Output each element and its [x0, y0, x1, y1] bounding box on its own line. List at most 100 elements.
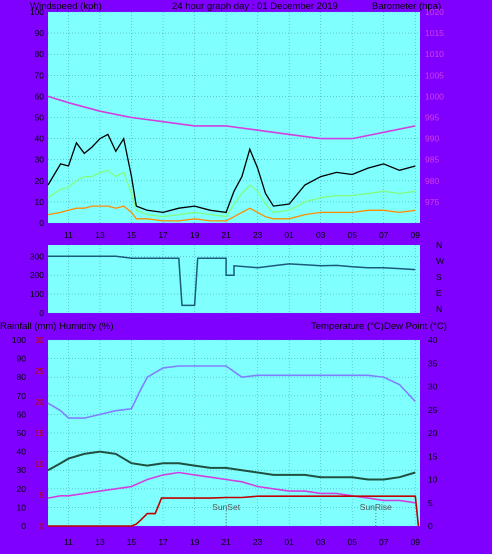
- rain-y-tick-label: 10: [35, 459, 45, 469]
- temp-dew-axis-title: Temperature (°C)Dew Point (°C): [311, 321, 447, 332]
- wind-x-tick-label: 13: [95, 230, 105, 240]
- wind-x-tick-label: 07: [379, 230, 389, 240]
- temperature-y-tick-label: 30: [428, 382, 438, 392]
- direction-plot-area: [48, 245, 420, 313]
- compass-label: N: [436, 240, 442, 250]
- temperature-y-tick-label: 20: [428, 428, 438, 438]
- temp-x-tick-label: 15: [127, 537, 137, 547]
- rain-y-tick-label: 25: [35, 366, 45, 376]
- humidity-y-tick-label: 30: [17, 465, 27, 475]
- wind-x-tick-label: 05: [347, 230, 357, 240]
- wind-x-tick-label: 23: [253, 230, 263, 240]
- marker-label: SunRise: [360, 502, 392, 512]
- temp-x-tick-label: 01: [284, 537, 294, 547]
- barometer-y-tick-label: 1005: [425, 70, 444, 80]
- direction-line: [48, 255, 416, 307]
- rainfall-line: [48, 495, 420, 527]
- barometer-y-tick-label: 1020: [425, 7, 444, 17]
- temperature-y-tick-label: 5: [428, 498, 433, 508]
- compass-label: W: [436, 256, 444, 266]
- rain-humidity-axis-title: Rainfall (mm) Humidity (%): [0, 321, 113, 332]
- marker-label: SunSet: [212, 502, 241, 512]
- direction-y-tick-label: 300: [30, 251, 44, 261]
- average-line: [47, 205, 416, 222]
- wind-x-tick-label: 11: [64, 230, 73, 240]
- humidity-line: [47, 365, 416, 419]
- temp-x-tick-label: 17: [158, 537, 168, 547]
- humidity-y-tick-label: 100: [12, 335, 26, 345]
- wind-x-tick-label: 17: [158, 230, 168, 240]
- wind-x-tick-label: 21: [221, 230, 231, 240]
- wind-y-tick-label: 40: [35, 134, 45, 144]
- wind-y-tick-label: 70: [35, 70, 45, 80]
- wind-x-tick-label: 03: [316, 230, 326, 240]
- wind-series: [47, 95, 416, 222]
- rain-y-tick-label: 15: [35, 428, 45, 438]
- temp-x-tick-label: 03: [316, 537, 326, 547]
- wind-grid: [48, 11, 420, 224]
- direction-y-tick-label: 0: [39, 308, 44, 318]
- rain-y-tick-label: 0: [39, 521, 44, 531]
- humidity-y-tick-label: 70: [17, 391, 27, 401]
- mean-line: [47, 169, 416, 218]
- barometer-axis-title: Barometer (hpa): [372, 1, 441, 12]
- graph-date-title: 24 hour graph day : 01 December 2019: [172, 1, 338, 12]
- barometer-y-tick-label: 990: [425, 134, 439, 144]
- barometer-y-tick-label: 980: [425, 176, 439, 186]
- wind-y-tick-label: 0: [39, 218, 44, 228]
- wind-axis-ticks: 0102030405060708090100975980985990995100…: [30, 7, 444, 240]
- wind-y-tick-label: 10: [35, 197, 45, 207]
- barometer-y-tick-label: 1000: [425, 91, 444, 101]
- wind-y-tick-label: 80: [35, 49, 45, 59]
- temp-x-tick-label: 21: [221, 537, 231, 547]
- humidity-y-tick-label: 80: [17, 372, 27, 382]
- humidity-y-tick-label: 0: [21, 521, 26, 531]
- direction-y-tick-label: 100: [30, 289, 44, 299]
- barometer-y-tick-label: 995: [425, 113, 439, 123]
- temp-x-tick-label: 19: [190, 537, 200, 547]
- temp-series: SunSet SunRise: [47, 365, 420, 527]
- temp-grid: [48, 339, 420, 527]
- humidity-y-tick-label: 60: [17, 409, 27, 419]
- humidity-y-tick-label: 20: [17, 484, 27, 494]
- temp-x-tick-label: 07: [379, 537, 389, 547]
- rain-y-tick-label: 5: [39, 490, 44, 500]
- wind-x-tick-label: 09: [411, 230, 421, 240]
- wind-x-tick-label: 15: [127, 230, 137, 240]
- temp-x-tick-label: 09: [411, 537, 421, 547]
- temperature-y-tick-label: 35: [428, 358, 438, 368]
- compass-label: N: [436, 304, 442, 314]
- compass-label: S: [436, 272, 442, 282]
- wind-y-tick-label: 100: [30, 7, 44, 17]
- humidity-y-tick-label: 90: [17, 354, 27, 364]
- temperature-line: [47, 450, 416, 481]
- humidity-y-tick-label: 40: [17, 447, 27, 457]
- rain-y-tick-label: 20: [35, 397, 45, 407]
- humidity-y-tick-label: 50: [17, 428, 27, 438]
- wind-y-tick-label: 30: [35, 155, 45, 165]
- gust-line: [47, 133, 416, 214]
- temperature-y-tick-label: 10: [428, 475, 438, 485]
- rain-y-tick-label: 30: [35, 335, 45, 345]
- barometer-line: [47, 95, 416, 140]
- temp-x-tick-label: 13: [95, 537, 105, 547]
- wind-y-tick-label: 60: [35, 91, 45, 101]
- humidity-y-tick-label: 10: [17, 502, 27, 512]
- windspeed-axis-title: Windspeed (kph): [30, 1, 102, 12]
- temperature-y-tick-label: 0: [428, 521, 433, 531]
- temp-x-tick-label: 23: [253, 537, 263, 547]
- direction-y-tick-label: 200: [30, 270, 44, 280]
- temp-x-tick-label: 05: [347, 537, 357, 547]
- wind-x-tick-label: 01: [284, 230, 294, 240]
- temp-axis-ticks: 0102030405060708090100051015202530051015…: [12, 335, 438, 547]
- wind-y-tick-label: 50: [35, 113, 45, 123]
- wind-y-tick-label: 90: [35, 28, 45, 38]
- direction-series: [48, 255, 416, 307]
- barometer-y-tick-label: 1015: [425, 28, 444, 38]
- barometer-y-tick-label: 1010: [425, 49, 444, 59]
- temperature-y-tick-label: 15: [428, 451, 438, 461]
- temperature-y-tick-label: 40: [428, 335, 438, 345]
- temperature-y-tick-label: 25: [428, 405, 438, 415]
